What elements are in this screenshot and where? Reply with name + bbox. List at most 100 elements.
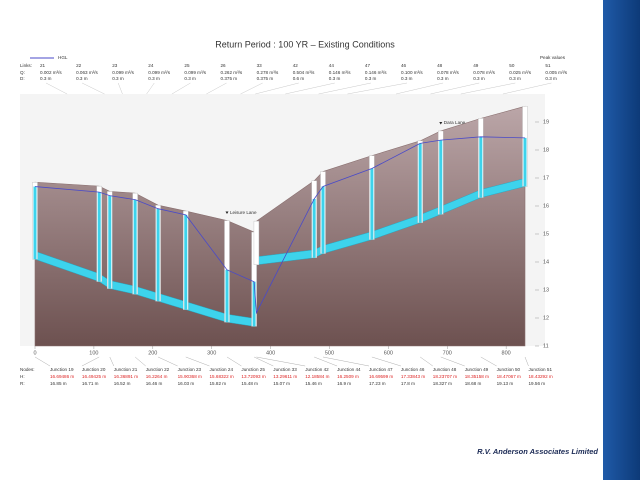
node-r: 16.85 m: [50, 381, 67, 386]
link-id: 46: [401, 63, 407, 68]
node-r: 15.46 m: [305, 381, 322, 386]
link-leader: [318, 82, 371, 95]
node-r: 17.8 m: [401, 381, 415, 386]
node-h: 16.69486 m: [50, 374, 74, 379]
link-q: 0.063 m³/s: [76, 70, 98, 75]
x-tick-label: 100: [89, 350, 98, 356]
node-name: Junction 50: [497, 367, 521, 372]
link-q: 0.078 m³/s: [437, 70, 459, 75]
leader: [524, 356, 529, 367]
x-tick-label: 0: [33, 350, 36, 356]
d-label: D:: [20, 76, 25, 81]
node-h: 16.2509 m: [337, 374, 359, 379]
node-name: Junction 42: [305, 367, 329, 372]
node-h: 18.23707 m: [433, 374, 457, 379]
manhole-water: [108, 195, 112, 289]
link-d: 0.375 m: [257, 76, 274, 81]
manhole-water: [370, 168, 374, 240]
leader: [81, 356, 100, 367]
manhole: [253, 220, 260, 265]
node-name: Junction 19: [50, 367, 74, 372]
node-h: 17.33843 m: [401, 374, 425, 379]
node-r: 16.71 m: [82, 381, 99, 386]
y-tick-label: 18: [543, 147, 549, 153]
node-h: 16.2264 m: [146, 374, 168, 379]
y-tick-label: 11: [543, 343, 549, 349]
node-r: 18.327 m: [433, 381, 452, 386]
link-q: 0.262 m³/s: [221, 70, 243, 75]
link-id: 23: [112, 63, 118, 68]
link-id: 33: [257, 63, 263, 68]
x-tick-label: 200: [148, 350, 157, 356]
leader: [158, 356, 178, 367]
link-d: 0.3 m: [184, 76, 196, 81]
node-r: 18.68 m: [465, 381, 482, 386]
manhole-water: [156, 208, 160, 302]
node-name: Junction 24: [210, 367, 234, 372]
company: R.V. Anderson Associates Limited: [477, 447, 598, 456]
node-r: 19.56 m: [529, 381, 546, 386]
node-h: 16.49425 m: [82, 374, 106, 379]
link-d: 0.3 m: [509, 76, 521, 81]
link-d: 0.3 m: [329, 76, 341, 81]
manhole-water: [439, 140, 443, 215]
node-h: 13.29611 m: [273, 374, 297, 379]
link-leader: [240, 82, 263, 95]
link-q: 0.278 m³/s: [257, 70, 279, 75]
leader: [34, 356, 51, 367]
leader: [134, 356, 146, 367]
y-tick-label: 17: [543, 175, 549, 181]
manhole-water: [184, 214, 188, 310]
node-name: Junction 25: [241, 367, 265, 372]
x-tick-label: 400: [266, 350, 275, 356]
side-band: [603, 0, 640, 480]
leader: [109, 356, 114, 367]
link-d: 0.3 m: [112, 76, 124, 81]
link-d: 0.3 m: [473, 76, 485, 81]
annotation: Leisure Lane: [230, 210, 257, 215]
link-leader: [82, 82, 105, 95]
link-d: 0.3 m: [40, 76, 52, 81]
annotation-marker: [225, 211, 229, 215]
link-leader: [206, 82, 227, 95]
link-leader: [118, 82, 123, 95]
y-tick-label: 12: [543, 315, 549, 321]
peak-label: Peak values: [540, 55, 566, 60]
link-d: 0.3 m: [545, 76, 557, 81]
manhole-water: [418, 143, 422, 223]
y-tick-label: 16: [543, 203, 549, 209]
link-q: 0.078 m³/s: [473, 70, 495, 75]
y-tick-label: 13: [543, 287, 549, 293]
node-name: Junction 49: [465, 367, 489, 372]
leader: [314, 356, 338, 367]
node-name: Junction 20: [82, 367, 106, 372]
node-h: 18.43292 m: [529, 374, 553, 379]
node-h: 15.68322 m: [210, 374, 234, 379]
node-h: 16.36891 m: [114, 374, 138, 379]
h-label: H:: [20, 374, 25, 379]
manhole-water: [225, 269, 229, 323]
link-q: 0.100 m³/s: [401, 70, 423, 75]
link-q: 0.002 m³/s: [40, 70, 62, 75]
node-name: Junction 51: [529, 367, 553, 372]
x-tick-label: 800: [502, 350, 511, 356]
y-tick-label: 19: [543, 119, 549, 125]
manhole-water: [479, 136, 483, 198]
node-r: 15.82 m: [210, 381, 227, 386]
leader: [420, 356, 433, 367]
link-q: 0.099 m³/s: [112, 70, 134, 75]
node-h: 15.90368 m: [178, 374, 202, 379]
manhole-water: [252, 281, 256, 327]
link-leader: [395, 82, 444, 95]
title: Return Period : 100 YR – Existing Condit…: [215, 39, 395, 49]
r-label: R:: [20, 381, 25, 386]
link-q: 0.099 m³/s: [184, 70, 206, 75]
manhole-water: [523, 137, 527, 187]
y-tick-label: 15: [543, 231, 549, 237]
link-leader: [171, 82, 191, 95]
node-name: Junction 33: [273, 367, 297, 372]
x-tick-label: 600: [384, 350, 393, 356]
link-d: 0.3 m: [401, 76, 413, 81]
link-id: 42: [293, 63, 299, 68]
